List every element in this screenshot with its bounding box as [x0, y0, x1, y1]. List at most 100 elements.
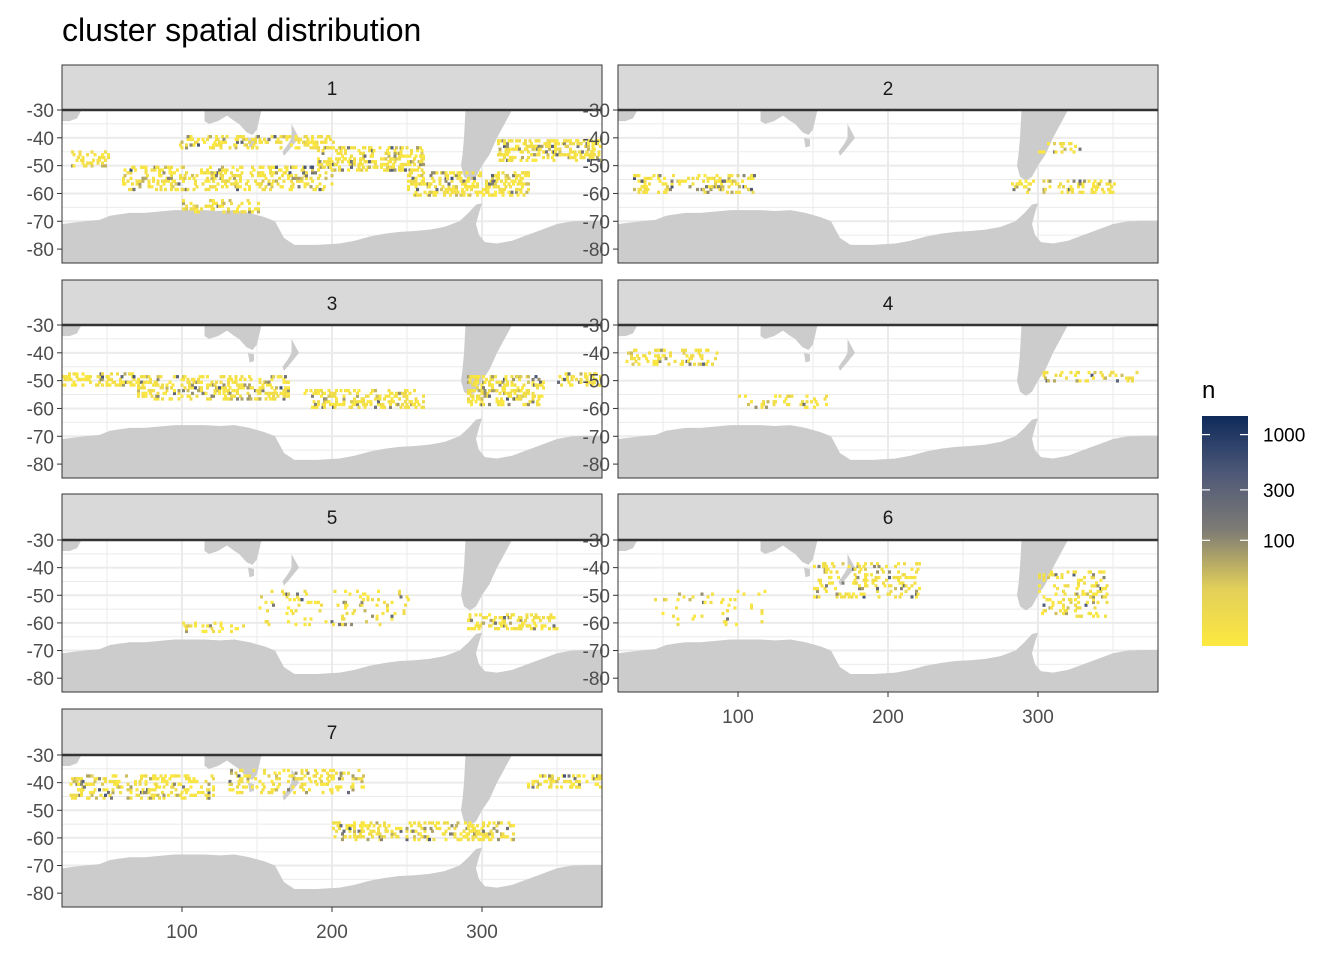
heatmap-cell	[69, 377, 73, 382]
heatmap-cell	[389, 400, 392, 404]
heatmap-cell	[141, 788, 145, 792]
heatmap-cell	[718, 176, 722, 181]
heatmap-cell	[763, 589, 767, 594]
heatmap-cell	[297, 603, 301, 607]
heatmap-cell	[540, 383, 544, 387]
y-tick-label: -60	[27, 829, 54, 850]
heatmap-cell	[1074, 373, 1077, 377]
heatmap-cell	[477, 627, 481, 631]
heatmap-cell	[545, 144, 548, 149]
land-mass	[282, 768, 299, 801]
heatmap-cell	[197, 388, 200, 393]
heatmap-cell	[497, 837, 500, 842]
heatmap-cell	[413, 388, 416, 393]
heatmap-cell	[575, 158, 578, 162]
heatmap-cell	[1069, 370, 1073, 375]
heatmap-cell	[237, 386, 241, 390]
heatmap-cell	[230, 201, 233, 206]
heatmap-cell	[108, 383, 112, 387]
heatmap-cell	[176, 187, 179, 192]
y-tick-label: -40	[27, 129, 54, 150]
heatmap-cell	[248, 140, 251, 144]
heatmap-cell	[383, 397, 386, 401]
heatmap-cell	[411, 176, 415, 181]
heatmap-cell	[820, 584, 824, 588]
heatmap-cell	[852, 592, 855, 596]
heatmap-cell	[362, 821, 365, 825]
heatmap-cell	[393, 832, 397, 836]
heatmap-cell	[129, 383, 133, 387]
heatmap-cell	[1113, 182, 1116, 186]
heatmap-cell	[375, 397, 379, 401]
heatmap-cell	[1108, 182, 1112, 186]
heatmap-cell	[1069, 141, 1073, 146]
heatmap-cell	[282, 790, 286, 795]
land-mass	[618, 203, 1158, 263]
heatmap-cell	[153, 168, 157, 172]
heatmap-cell	[506, 383, 509, 387]
heatmap-cell	[240, 777, 244, 781]
heatmap-cell	[754, 405, 758, 409]
heatmap-cell	[634, 173, 638, 178]
heatmap-cell	[492, 179, 496, 183]
heatmap-cell	[658, 179, 662, 183]
y-tick-label: -70	[583, 427, 610, 448]
heatmap-cell	[491, 377, 494, 382]
heatmap-cell	[494, 375, 497, 379]
heatmap-cell	[521, 394, 524, 398]
heatmap-cell	[482, 821, 485, 825]
heatmap-cell	[495, 397, 499, 401]
heatmap-cell	[342, 617, 346, 621]
heatmap-cell	[813, 564, 816, 569]
heatmap-cell	[819, 578, 822, 582]
heatmap-cell	[471, 397, 475, 401]
heatmap-cell	[206, 171, 209, 175]
heatmap-cell	[282, 135, 286, 139]
heatmap-cell	[351, 611, 355, 616]
heatmap-cell	[700, 592, 704, 596]
heatmap-cell	[185, 204, 188, 208]
heatmap-cell	[1072, 573, 1076, 577]
heatmap-cell	[380, 165, 383, 169]
heatmap-cell	[1059, 609, 1062, 613]
heatmap-cell	[305, 135, 308, 139]
heatmap-cell	[270, 173, 274, 178]
heatmap-cell	[637, 179, 641, 183]
heatmap-cell	[506, 173, 509, 178]
heatmap-cell	[727, 603, 731, 607]
heatmap-cell	[1105, 584, 1109, 588]
heatmap-cell	[736, 182, 740, 186]
heatmap-cell	[549, 779, 553, 784]
heatmap-cell	[165, 383, 169, 387]
heatmap-cell	[473, 388, 476, 393]
heatmap-cell	[480, 388, 484, 393]
heatmap-cell	[509, 616, 512, 620]
heatmap-cell	[315, 143, 319, 147]
heatmap-cell	[144, 176, 148, 181]
heatmap-cell	[1092, 592, 1095, 596]
heatmap-cell	[491, 835, 494, 839]
heatmap-cell	[212, 394, 215, 398]
heatmap-cell	[515, 388, 518, 393]
heatmap-cell	[300, 598, 304, 602]
heatmap-cell	[567, 372, 571, 376]
heatmap-cell	[661, 611, 665, 616]
heatmap-cell	[691, 176, 695, 181]
heatmap-cell	[224, 182, 227, 186]
heatmap-cell	[231, 380, 235, 384]
heatmap-cell	[158, 796, 161, 800]
heatmap-cell	[105, 788, 109, 792]
heatmap-cell	[437, 821, 440, 825]
heatmap-cell	[270, 165, 274, 169]
heatmap-cell	[404, 391, 407, 396]
heatmap-cell	[309, 617, 313, 621]
heatmap-cell	[257, 210, 260, 214]
heatmap-cell	[467, 400, 470, 404]
heatmap-cell	[551, 155, 554, 160]
heatmap-cell	[1075, 592, 1079, 596]
heatmap-cell	[825, 584, 828, 588]
heatmap-cell	[903, 573, 906, 577]
heatmap-cell	[1092, 182, 1095, 186]
heatmap-cell	[180, 383, 184, 387]
heatmap-cell	[200, 386, 203, 390]
